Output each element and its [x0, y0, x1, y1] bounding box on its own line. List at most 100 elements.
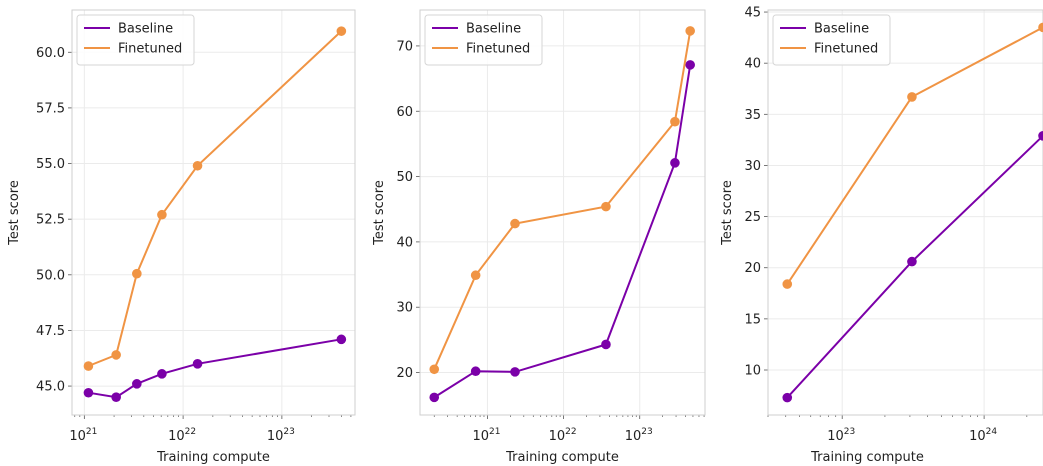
x-tick-base: 10: [549, 429, 566, 444]
data-point-baseline: [510, 367, 520, 377]
y-axis-label: Test score: [372, 180, 387, 246]
data-point-finetuned: [782, 279, 793, 289]
y-tick-label: 50: [396, 170, 413, 185]
y-tick-label: 30: [396, 301, 413, 316]
plot-frame: [419, 9, 706, 416]
data-point-baseline: [1038, 130, 1043, 141]
x-tick-base: 10: [472, 429, 489, 444]
plot-area: [72, 10, 355, 415]
data-point-baseline: [192, 359, 203, 369]
data-point-baseline: [111, 392, 121, 402]
data-point-baseline: [83, 387, 94, 398]
data-point-finetuned: [132, 268, 142, 279]
y-tick-label: 45.0: [36, 380, 65, 395]
legend: Baseline Finetuned: [76, 14, 195, 66]
data-point-finetuned: [685, 26, 695, 36]
x-tick-exponent: 24: [986, 427, 998, 437]
x-tick-base: 10: [69, 429, 86, 444]
y-axis-label: Test score: [720, 180, 735, 246]
data-point-finetuned: [670, 116, 680, 127]
x-tick-exponent: 21: [86, 427, 97, 437]
y-tick-label: 60.0: [36, 46, 65, 61]
x-axis-label: Training compute: [810, 450, 924, 465]
y-tick-label: 55.0: [36, 157, 65, 172]
x-tick-label: 1023: [827, 427, 855, 444]
y-tick-label: 40: [396, 235, 413, 250]
data-point-baseline: [601, 339, 611, 350]
y-tick-label: 45: [744, 6, 761, 21]
y-tick-label: 20: [396, 366, 413, 381]
legend-label-finetuned: Finetuned: [466, 42, 530, 57]
y-axis-label: Test score: [7, 180, 22, 246]
x-tick-exponent: 22: [185, 427, 196, 437]
x-tick-base: 10: [625, 429, 642, 444]
x-tick-exponent: 23: [844, 427, 855, 437]
data-point-baseline: [429, 392, 440, 403]
x-tick-label: 1021: [472, 427, 500, 444]
legend-label-finetuned: Finetuned: [814, 42, 878, 57]
series-line-finetuned: [88, 30, 342, 367]
y-tick-label: 35: [744, 108, 761, 123]
plot-area: [768, 10, 1043, 415]
data-point-baseline: [685, 60, 695, 70]
y-tick-label: 70: [396, 39, 413, 54]
y-tick-label: 52.5: [36, 213, 65, 228]
x-tick-exponent: 22: [565, 427, 576, 437]
y-tick-label: 60: [396, 105, 413, 120]
x-tick-label: 1023: [267, 427, 295, 444]
plot-area: [420, 10, 705, 415]
x-tick-label: 1022: [168, 427, 196, 444]
y-tick-label: 47.5: [36, 324, 65, 339]
x-tick-exponent: 23: [283, 427, 294, 437]
legend-label-baseline: Baseline: [118, 22, 173, 37]
x-tick-base: 10: [827, 429, 844, 444]
data-point-finetuned: [601, 201, 611, 212]
plot-frame: [71, 9, 356, 416]
data-point-finetuned: [336, 26, 347, 36]
y-tick-label: 10: [744, 364, 761, 379]
series-line-finetuned: [433, 30, 692, 370]
y-tick-label: 57.5: [36, 101, 65, 116]
legend-label-finetuned: Finetuned: [118, 42, 182, 57]
x-tick-base: 10: [267, 429, 284, 444]
data-point-baseline: [907, 256, 917, 267]
data-point-finetuned: [1038, 22, 1043, 33]
x-tick-label: 1024: [969, 427, 997, 444]
data-point-finetuned: [83, 361, 94, 371]
plot-frame: [767, 9, 1043, 416]
y-tick-label: 25: [744, 210, 761, 225]
series-line-baseline: [433, 64, 692, 399]
x-tick-label: 1023: [625, 427, 653, 444]
y-tick-label: 40: [744, 57, 761, 72]
x-axis-label: Training compute: [505, 450, 619, 465]
data-point-finetuned: [192, 160, 203, 171]
data-point-finetuned: [510, 218, 520, 229]
y-tick-label: 20: [744, 261, 761, 276]
x-tick-label: 1021: [69, 427, 97, 444]
data-point-baseline: [670, 158, 680, 168]
legend-label-baseline: Baseline: [814, 22, 869, 37]
x-tick-exponent: 23: [641, 427, 652, 437]
x-tick-label: 1022: [549, 427, 577, 444]
data-point-baseline: [336, 334, 347, 345]
x-tick-base: 10: [168, 429, 185, 444]
data-point-baseline: [132, 379, 142, 389]
legend-label-baseline: Baseline: [466, 22, 521, 37]
data-point-finetuned: [111, 350, 121, 360]
y-tick-label: 50.0: [36, 268, 65, 283]
x-tick-exponent: 21: [489, 427, 500, 437]
x-axis-label: Training compute: [156, 450, 270, 465]
data-point-baseline: [782, 392, 793, 403]
data-point-baseline: [470, 366, 481, 377]
data-point-finetuned: [907, 92, 917, 102]
y-tick-label: 30: [744, 159, 761, 174]
y-tick-label: 15: [744, 312, 761, 327]
legend: Baseline Finetuned: [424, 14, 543, 66]
data-point-finetuned: [429, 364, 440, 375]
data-point-baseline: [157, 369, 167, 379]
x-tick-base: 10: [969, 429, 986, 444]
